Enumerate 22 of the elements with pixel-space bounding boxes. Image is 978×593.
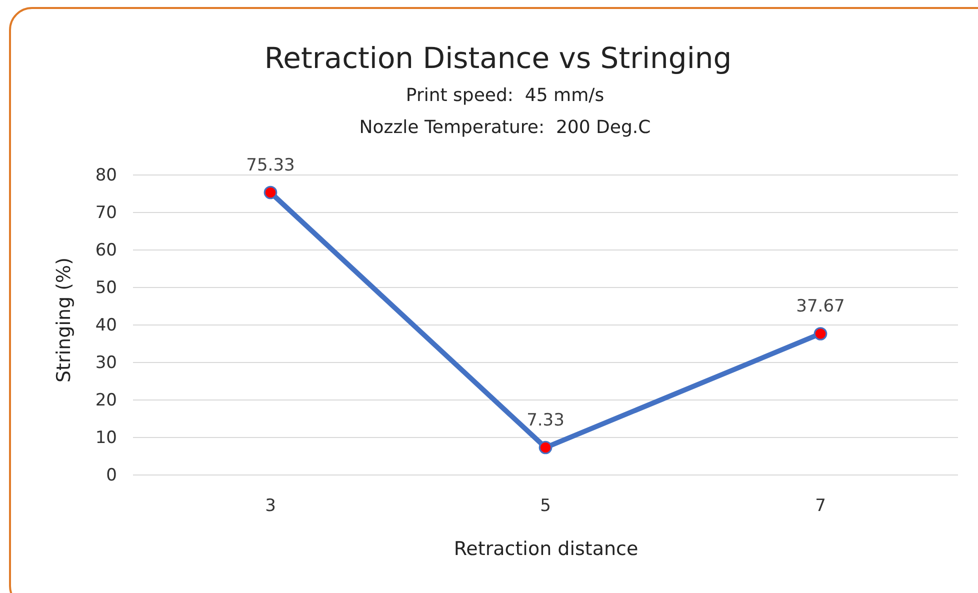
x-tick-label: 3 bbox=[265, 496, 276, 516]
y-tick-label: 60 bbox=[95, 240, 117, 260]
y-tick-label: 0 bbox=[106, 465, 117, 486]
point bbox=[814, 327, 828, 340]
data-label: 75.33 bbox=[246, 156, 295, 176]
x-axis-title: Retraction distance bbox=[454, 538, 638, 560]
y-tick-label: 30 bbox=[95, 352, 117, 373]
y-tick-label: 50 bbox=[95, 278, 117, 298]
y-axis-title: Stringing (%) bbox=[53, 257, 75, 383]
x-tick-label: 5 bbox=[540, 496, 551, 516]
y-tick-label: 80 bbox=[95, 165, 117, 186]
y-tick-label: 10 bbox=[95, 428, 117, 448]
data-label: 37.67 bbox=[796, 296, 845, 317]
data-label: 7.33 bbox=[526, 410, 564, 431]
y-tick-label: 70 bbox=[95, 202, 117, 223]
point bbox=[538, 440, 552, 454]
x-tick-label: 7 bbox=[815, 496, 826, 516]
y-tick-label: 40 bbox=[95, 315, 117, 336]
chart-subtitle: Print speed: 45 mm/s Nozzle Temperature: 200 Deg.C bbox=[359, 85, 651, 138]
point bbox=[264, 186, 278, 200]
chart-title: Retraction Distance vs Stringing bbox=[264, 41, 732, 75]
y-tick-label: 20 bbox=[95, 390, 117, 410]
